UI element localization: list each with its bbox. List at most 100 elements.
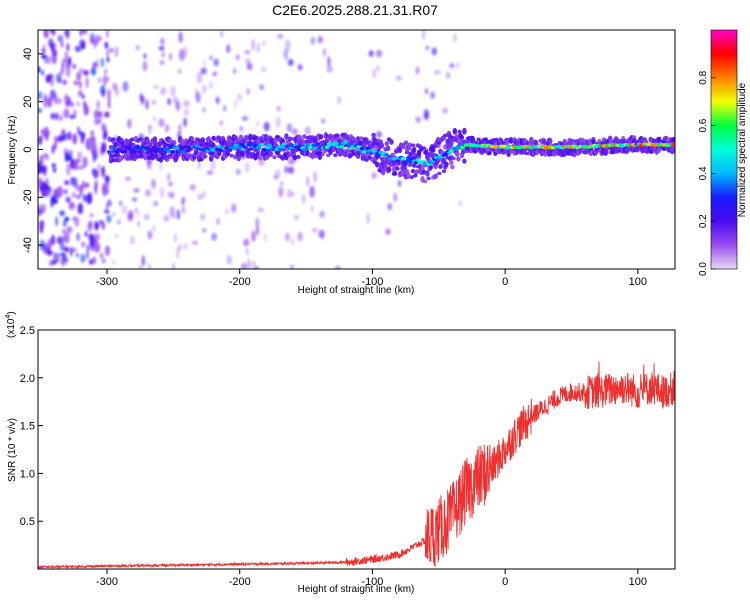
snr-y-tick-label: 1.5 <box>20 421 35 433</box>
spectrogram-noise-blob <box>285 39 291 52</box>
spectrogram-ridge-halo <box>333 137 338 143</box>
spectrogram-noise-blob <box>46 55 51 65</box>
spectrogram-noise-blob <box>151 178 156 189</box>
spectrogram-noise-blob <box>64 51 69 60</box>
spectrogram-noise-blob <box>92 62 97 69</box>
spectrogram-ridge-halo <box>542 139 547 146</box>
spectrogram-noise-blob <box>226 255 232 265</box>
spectrogram-noise-blob <box>80 253 86 263</box>
spectrogram-ridge-halo <box>384 141 389 146</box>
spectrogram-ridge-halo <box>236 154 241 162</box>
spectrogram-noise-blob <box>191 240 199 246</box>
spectrogram-ridge-halo <box>389 139 394 145</box>
spectrogram-noise-blob <box>171 214 178 219</box>
spectrogram-noise-blob <box>70 246 73 257</box>
spectrogram-noise-blob <box>160 60 164 66</box>
spectrogram-noise-blob <box>44 31 49 38</box>
spectrogram-noise-blob <box>130 235 135 245</box>
spectrogram-noise-blob <box>290 192 295 197</box>
spectrogram-ridge-halo <box>487 151 492 156</box>
spectrogram-noise-blob <box>55 73 62 83</box>
spectrogram-ridge-halo <box>258 154 263 161</box>
spectrogram-noise-blob <box>277 33 284 39</box>
snr-x-tick-label: 100 <box>629 576 647 588</box>
spectrogram-noise-blob <box>52 167 57 173</box>
spectrogram-noise-blob <box>87 233 93 240</box>
spectrogram-noise-blob <box>148 263 151 269</box>
spectrogram-y-label: Frequency (Hz) <box>7 116 18 185</box>
spectrogram-noise-blob <box>96 99 100 110</box>
spectrogram-noise-blob <box>202 191 206 198</box>
spectrogram-ridge-halo <box>355 136 361 141</box>
spectrogram-noise-blob <box>260 66 267 73</box>
spectrogram-ridge-point <box>131 149 137 154</box>
spectrogram-noise-blob <box>301 193 306 205</box>
spectrogram-ridge-point <box>302 147 308 152</box>
spectrogram-ridge-halo <box>390 152 395 157</box>
spectrogram-noise-blob <box>66 149 74 155</box>
spectrogram-ridge-point <box>339 145 345 149</box>
spectrogram-noise-blob <box>101 221 105 230</box>
spectrogram-noise-blob <box>82 180 86 190</box>
spectrogram-ridge-point <box>231 146 237 151</box>
spectrogram-noise-blob <box>283 48 289 60</box>
spectrogram-noise-blob <box>106 56 110 63</box>
spectrogram-ridge-halo <box>143 155 148 161</box>
spectrogram-ridge-halo <box>111 158 116 163</box>
spectrogram-noise-blob <box>54 137 58 149</box>
spectrogram-noise-blob <box>366 212 370 225</box>
snr-series-line <box>38 361 675 569</box>
spectrogram-ridge-halo <box>462 158 467 164</box>
spectrogram-noise-blob <box>164 123 170 133</box>
spectrogram-noise-blob <box>395 75 402 81</box>
spectrogram-x-tick-label: 100 <box>629 276 647 288</box>
spectrogram-ridge-halo <box>115 152 121 158</box>
snr-panel: -300 -200 -100 0 100 0.5 1.0 1.5 2.0 2.5 Height o… <box>5 311 676 595</box>
spectrogram-noise-blob <box>262 41 266 46</box>
spectrogram-noise-blob <box>200 213 206 221</box>
spectrogram-noise-blob <box>38 137 42 146</box>
spectrogram-noise-blob <box>453 33 457 43</box>
spectrogram-noise-blob <box>86 244 90 252</box>
spectrogram-noise-blob <box>100 85 106 96</box>
spectrogram-noise-blob <box>66 226 73 234</box>
spectrogram-noise-blob <box>72 177 78 188</box>
snr-x-tick-label: -200 <box>229 576 251 588</box>
spectrogram-noise-blob <box>236 54 240 61</box>
spectrogram-noise-blob <box>151 116 157 121</box>
spectrogram-noise-blob <box>89 213 94 218</box>
spectrogram-noise-blob <box>43 93 48 103</box>
spectrogram-noise-blob <box>144 189 152 197</box>
spectrogram-noise-blob <box>101 141 107 154</box>
spectrogram-noise-blob <box>38 204 43 213</box>
spectrogram-noise-blob <box>64 93 68 104</box>
spectrogram-ridge-halo <box>367 140 373 144</box>
spectrogram-noise-blob <box>137 212 141 218</box>
spectrogram-noise-blob <box>116 219 121 225</box>
spectrogram-noise-blob <box>93 233 101 241</box>
spectrogram-noise-blob <box>176 247 180 259</box>
spectrogram-noise-blob <box>170 85 176 97</box>
spectrogram-noise-blob <box>104 175 110 183</box>
spectrogram-ridge-point <box>177 149 183 154</box>
spectrogram-noise-blob <box>93 169 99 179</box>
spectrogram-noise-blob <box>65 196 71 203</box>
snr-x-tick-label: -300 <box>96 576 118 588</box>
spectrogram-noise-blob <box>85 193 93 205</box>
spectrogram-noise-blob <box>256 42 260 53</box>
spectrogram-ridge-halo <box>189 136 195 142</box>
spectrogram-noise-blob <box>100 57 105 68</box>
spectrogram-noise-blob <box>53 187 60 198</box>
spectrogram-noise-blob <box>397 180 402 187</box>
spectrogram-ridge-point <box>356 145 362 149</box>
colorbar-ticks: 0.0 0.2 0.4 0.6 0.8 <box>698 70 716 276</box>
spectrogram-noise-blob <box>38 177 43 187</box>
spectrogram-noise-blob <box>309 185 315 198</box>
spectrogram-noise-blob <box>219 120 224 126</box>
spectrogram-noise-blob <box>220 30 224 38</box>
spectrogram-noise-blob <box>243 238 250 247</box>
spectrogram-ridge-halo <box>408 163 413 167</box>
spectrogram-noise-blob <box>167 172 171 182</box>
spectrogram-noise-blob <box>132 197 138 202</box>
spectrogram-noise-blob <box>42 186 46 193</box>
